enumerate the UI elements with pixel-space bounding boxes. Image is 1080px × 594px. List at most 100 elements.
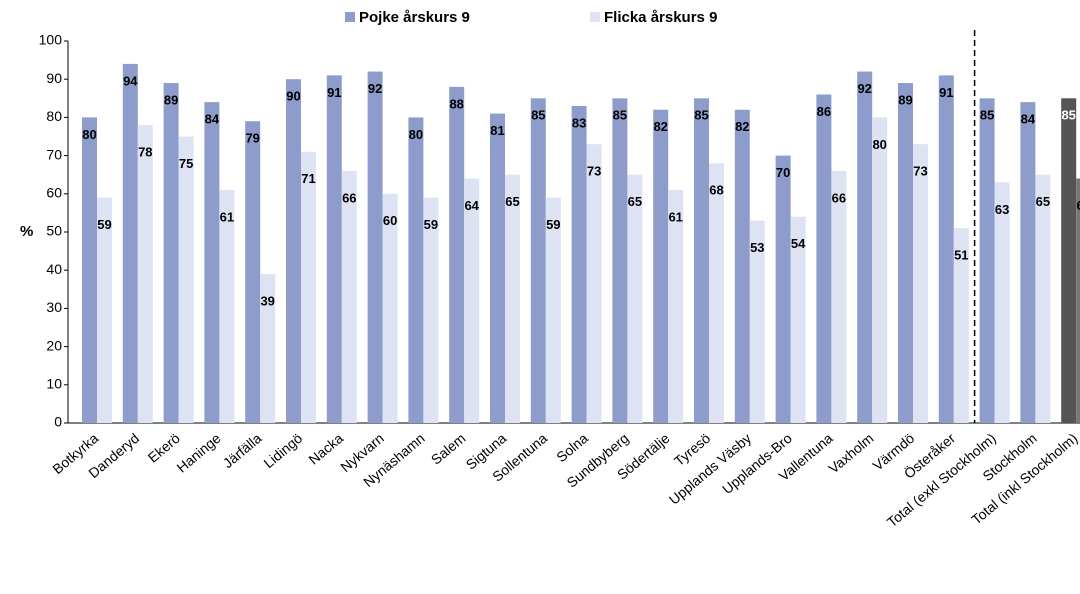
value-label: 66 (342, 190, 356, 205)
x-tick-label: Lidingö (260, 430, 305, 471)
value-label: 78 (138, 144, 152, 159)
bar (857, 71, 873, 423)
value-label: 92 (368, 81, 382, 96)
bar (1035, 174, 1051, 423)
bar (994, 182, 1010, 423)
bar (326, 75, 342, 423)
bar (219, 189, 235, 423)
bar (545, 197, 561, 423)
bar (1061, 98, 1077, 424)
value-label: 91 (327, 85, 341, 100)
bar (816, 94, 832, 423)
value-label: 84 (1021, 112, 1036, 127)
y-axis-label: % (20, 223, 33, 240)
bar (790, 216, 806, 423)
bar (286, 79, 301, 423)
value-label: 65 (1036, 194, 1050, 209)
value-label: 83 (572, 115, 586, 130)
value-label: 70 (776, 165, 790, 180)
value-label: 51 (954, 248, 968, 263)
y-tick-label: 40 (46, 261, 62, 277)
bar (1076, 178, 1080, 423)
y-tick-label: 100 (39, 32, 63, 48)
legend-label: Flicka årskurs 9 (604, 9, 717, 26)
bar (163, 83, 179, 424)
value-label: 61 (668, 209, 682, 224)
bar (82, 117, 97, 424)
bar (612, 98, 628, 424)
bar (122, 63, 138, 424)
bar (245, 121, 261, 423)
bar (301, 151, 316, 423)
x-tick-label: Haninge (173, 430, 223, 476)
value-label: 92 (857, 81, 871, 96)
value-label: 65 (505, 194, 519, 209)
value-label: 89 (898, 92, 912, 107)
value-label: 54 (791, 236, 806, 251)
value-label: 75 (179, 156, 193, 171)
value-label: 90 (286, 89, 300, 104)
bar (382, 193, 398, 423)
y-tick-label: 80 (46, 108, 62, 124)
y-tick-label: 20 (46, 337, 62, 353)
y-tick-label: 60 (46, 185, 62, 201)
value-label: 68 (709, 183, 723, 198)
value-label: 85 (694, 108, 708, 123)
bar (749, 220, 765, 423)
value-label: 80 (409, 127, 423, 142)
value-label: 81 (490, 123, 504, 138)
value-label: 64 (1076, 198, 1080, 213)
value-label: 61 (220, 209, 234, 224)
y-tick-label: 0 (54, 414, 62, 430)
bar (668, 189, 684, 423)
y-tick-label: 70 (46, 146, 62, 162)
bar (464, 178, 480, 423)
bar (898, 83, 913, 424)
bar (260, 274, 276, 423)
value-label: 94 (123, 73, 138, 88)
bar (913, 144, 928, 423)
value-label: 79 (245, 131, 259, 146)
x-tick-label: Vaxholm (825, 430, 876, 477)
value-label: 53 (750, 240, 764, 255)
bar (653, 109, 669, 423)
value-label: 39 (260, 293, 274, 308)
value-label: 88 (449, 96, 463, 111)
value-label: 85 (980, 108, 994, 123)
bar (872, 117, 888, 424)
value-label: 86 (817, 104, 831, 119)
bar (490, 113, 505, 423)
legend-swatch (345, 12, 355, 22)
bar (953, 228, 969, 423)
value-label: 63 (995, 202, 1009, 217)
value-label: 71 (301, 171, 315, 186)
value-label: 80 (872, 137, 886, 152)
bar (938, 75, 954, 423)
x-tick-label: Järfälla (220, 430, 265, 471)
bar (408, 117, 424, 424)
bar (178, 136, 194, 423)
value-label: 59 (546, 217, 560, 232)
y-tick-label: 10 (46, 376, 62, 392)
bar (505, 174, 520, 423)
value-label: 84 (205, 112, 220, 127)
bar (709, 163, 724, 424)
value-label: 59 (424, 217, 438, 232)
bar (341, 170, 357, 423)
bar (831, 170, 847, 423)
value-label: 65 (628, 194, 642, 209)
bar (530, 98, 546, 424)
value-label: 82 (653, 119, 667, 134)
bar (571, 105, 587, 423)
value-label: 73 (913, 164, 927, 179)
bar (734, 109, 750, 423)
y-tick-label: 50 (46, 223, 62, 239)
value-label: 85 (613, 108, 627, 123)
value-label: 82 (735, 119, 749, 134)
value-label: 64 (464, 198, 479, 213)
value-label: 89 (164, 92, 178, 107)
bar (586, 144, 602, 423)
bar (694, 98, 709, 424)
bar (775, 155, 791, 423)
